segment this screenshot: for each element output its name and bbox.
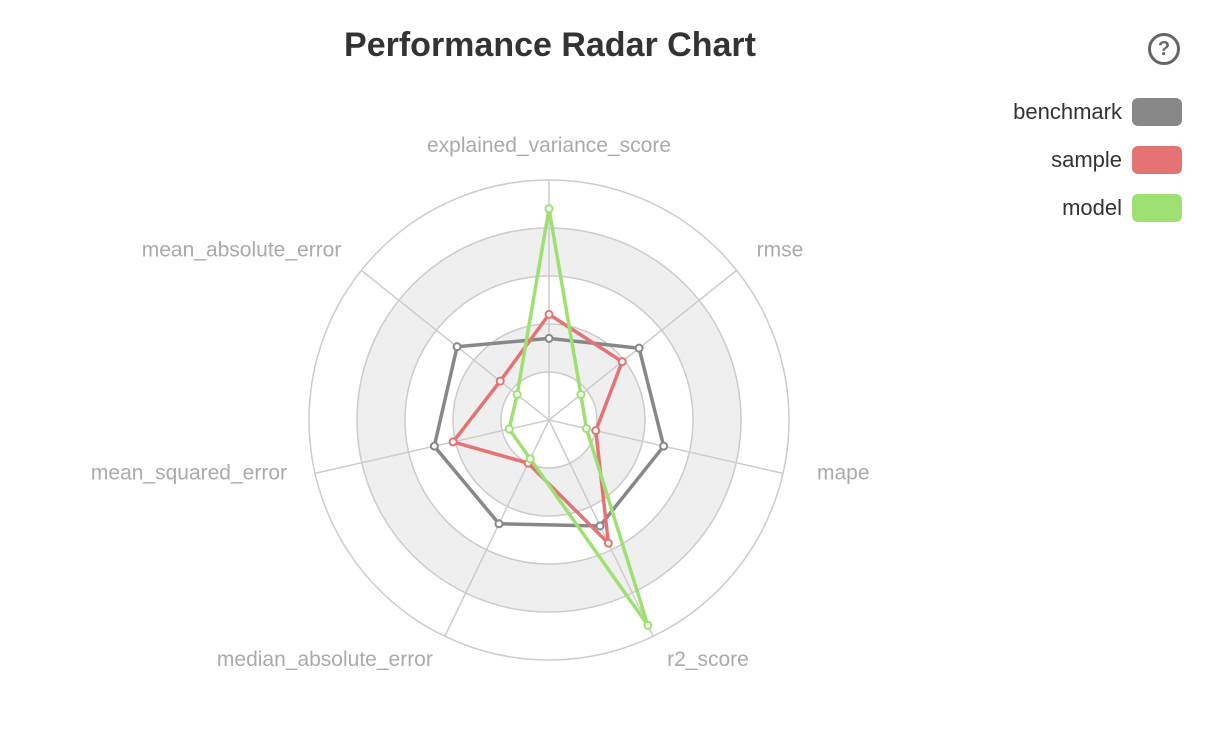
series-point-benchmark-mean_squared_error	[429, 441, 439, 451]
series-point-benchmark-rmse	[634, 343, 644, 353]
series-point-benchmark-mean_absolute_error	[452, 342, 462, 352]
axis-label-mean_squared_error: mean_squared_error	[91, 461, 287, 484]
axis-label-explained_variance_score: explained_variance_score	[427, 134, 671, 157]
chart-title: Performance Radar Chart	[344, 26, 756, 64]
series-line-benchmark	[432, 336, 666, 528]
series-point-benchmark-median_absolute_error	[494, 519, 504, 529]
legend-swatch-sample	[1132, 146, 1182, 174]
legend-item-model[interactable]: model	[862, 184, 1182, 232]
help-circle-icon[interactable]: ?	[1148, 33, 1180, 65]
series-point-sample-rmse	[617, 357, 627, 367]
series-point-benchmark-r2_score	[595, 521, 605, 531]
series-point-benchmark-explained_variance_score	[544, 333, 554, 343]
legend-label-benchmark: benchmark	[1013, 99, 1122, 124]
legend-swatch-benchmark	[1132, 98, 1182, 126]
series-point-model-mape	[581, 424, 591, 434]
series-point-model-mean_squared_error	[504, 424, 514, 434]
series-point-model-rmse	[576, 390, 586, 400]
axis-label-median_absolute_error: median_absolute_error	[217, 648, 433, 671]
series-point-model-r2_score	[643, 620, 653, 630]
series-point-sample-mean_absolute_error	[495, 376, 505, 386]
series-point-model-mean_absolute_error	[512, 390, 522, 400]
axis-label-mape: mape	[817, 461, 870, 484]
series-point-sample-r2_score	[603, 538, 613, 548]
series-point-model-median_absolute_error	[525, 454, 535, 464]
legend: benchmark sample model	[862, 88, 1182, 232]
legend-label-model: model	[1062, 195, 1122, 220]
series-point-benchmark-mape	[659, 441, 669, 451]
legend-label-sample: sample	[1051, 147, 1122, 172]
series-point-sample-explained_variance_score	[544, 309, 554, 319]
legend-item-sample[interactable]: sample	[862, 136, 1182, 184]
series-point-model-explained_variance_score	[544, 204, 554, 214]
axis-label-mean_absolute_error: mean_absolute_error	[142, 238, 342, 261]
axis-label-rmse: rmse	[757, 238, 804, 261]
series-line-sample	[451, 312, 624, 546]
series-point-sample-mape	[591, 426, 601, 436]
series-line-model	[507, 207, 650, 628]
series-point-sample-mean_squared_error	[448, 437, 458, 447]
axis-label-r2_score: r2_score	[667, 648, 749, 671]
legend-item-benchmark[interactable]: benchmark	[862, 88, 1182, 136]
legend-swatch-model	[1132, 194, 1182, 222]
